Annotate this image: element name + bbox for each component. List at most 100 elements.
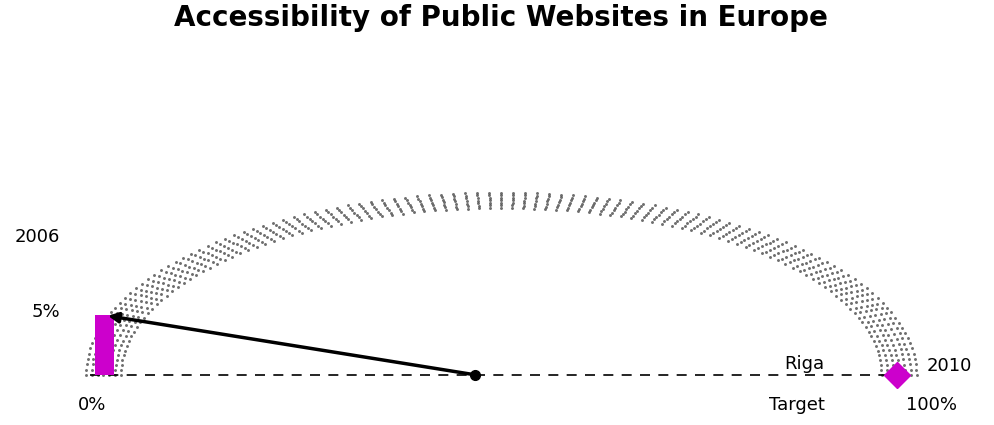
- Point: [687, 213, 703, 220]
- Point: [109, 326, 125, 333]
- Point: [317, 206, 333, 213]
- Point: [169, 284, 185, 291]
- Point: [444, 190, 460, 197]
- Point: [832, 286, 848, 292]
- Point: [825, 275, 841, 282]
- Point: [702, 232, 718, 239]
- Point: [111, 332, 127, 339]
- Point: [902, 340, 917, 346]
- Point: [361, 212, 377, 219]
- Point: [639, 209, 655, 216]
- Point: [873, 305, 889, 312]
- Point: [107, 362, 123, 368]
- Point: [167, 271, 183, 278]
- Point: [107, 371, 123, 378]
- Point: [864, 290, 880, 297]
- Point: [99, 314, 115, 321]
- Point: [275, 235, 291, 241]
- Point: [876, 352, 892, 359]
- Point: [777, 239, 793, 246]
- Point: [861, 313, 877, 320]
- Point: [846, 276, 862, 283]
- Point: [698, 216, 714, 223]
- Point: [565, 192, 580, 199]
- Point: [852, 303, 868, 310]
- Point: [806, 256, 822, 263]
- Point: [342, 204, 358, 211]
- Point: [816, 284, 832, 291]
- Point: [102, 357, 118, 363]
- Point: [229, 241, 245, 248]
- Point: [325, 213, 341, 220]
- Point: [529, 190, 545, 197]
- Point: [896, 361, 911, 368]
- Point: [101, 320, 117, 327]
- Point: [248, 244, 264, 250]
- Point: [773, 255, 789, 262]
- Point: [897, 329, 912, 336]
- Point: [809, 274, 825, 281]
- Point: [623, 198, 639, 205]
- Point: [290, 227, 306, 234]
- Point: [718, 221, 734, 228]
- Point: [225, 253, 241, 260]
- Point: [85, 356, 101, 363]
- Point: [294, 220, 310, 227]
- Point: [516, 197, 532, 204]
- Point: [737, 244, 752, 250]
- Point: [175, 254, 191, 261]
- Point: [238, 238, 253, 244]
- Point: [886, 346, 902, 353]
- Point: [804, 276, 820, 283]
- Point: [527, 200, 543, 207]
- Point: [228, 248, 244, 255]
- Point: [869, 295, 885, 301]
- Point: [814, 260, 830, 267]
- Point: [853, 286, 869, 293]
- Point: [195, 268, 211, 275]
- Point: [298, 213, 314, 220]
- Point: [635, 214, 651, 221]
- Point: [381, 207, 397, 213]
- Point: [718, 230, 734, 237]
- Point: [117, 300, 133, 307]
- Point: [469, 190, 485, 196]
- Point: [179, 269, 195, 275]
- Point: [778, 246, 794, 253]
- Point: [99, 346, 115, 353]
- Point: [679, 209, 695, 215]
- Point: [301, 215, 317, 222]
- Point: [794, 254, 810, 261]
- Point: [869, 347, 885, 354]
- Point: [481, 194, 497, 201]
- Point: [264, 219, 280, 226]
- Point: [459, 203, 475, 210]
- Point: [205, 259, 221, 266]
- Point: [837, 284, 853, 291]
- Point: [643, 218, 659, 225]
- Point: [898, 346, 913, 352]
- Point: [93, 346, 109, 353]
- Point: [904, 345, 919, 352]
- Point: [821, 264, 837, 271]
- Point: [835, 273, 851, 280]
- Point: [172, 273, 188, 280]
- Point: [254, 222, 270, 229]
- Point: [121, 317, 137, 324]
- Point: [268, 221, 284, 228]
- Point: [200, 250, 216, 257]
- Point: [248, 227, 264, 234]
- Point: [143, 283, 159, 290]
- Point: [95, 319, 111, 326]
- Point: [307, 220, 323, 227]
- Point: [612, 213, 628, 220]
- Point: [863, 323, 879, 330]
- Point: [414, 203, 429, 210]
- Point: [896, 371, 911, 378]
- Point: [458, 200, 474, 207]
- Point: [333, 209, 349, 215]
- Point: [874, 332, 890, 339]
- Point: [209, 261, 225, 267]
- Point: [587, 197, 603, 204]
- Point: [873, 366, 889, 373]
